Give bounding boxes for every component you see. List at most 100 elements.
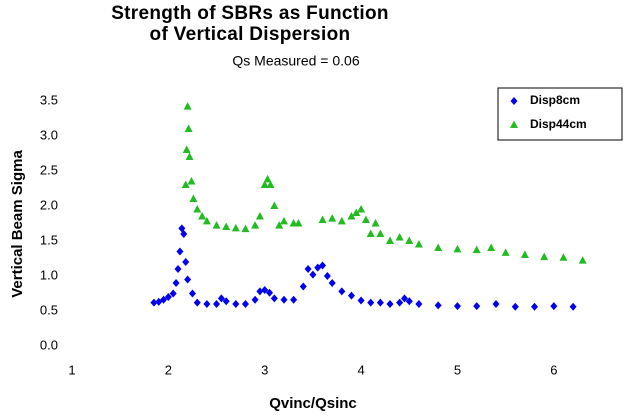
triangle-marker [184, 124, 193, 132]
triangle-marker [366, 229, 375, 237]
legend-marker [510, 120, 518, 128]
diamond-marker [160, 295, 168, 304]
y-tick-label: 0.5 [40, 302, 58, 317]
diamond-marker [150, 298, 158, 307]
triangle-marker [472, 245, 481, 254]
triangle-marker [357, 205, 366, 213]
y-tick-label: 1.0 [40, 267, 58, 282]
x-tick-label: 3 [261, 362, 268, 377]
chart-title: Strength of SBRs as Function of Vertical… [111, 3, 389, 45]
triangle-marker [182, 145, 191, 153]
triangle-marker [520, 250, 529, 258]
diamond-marker [338, 287, 346, 296]
triangle-marker [231, 223, 240, 232]
diamond-marker [415, 300, 423, 308]
diamond-marker [357, 296, 365, 305]
diamond-marker [299, 282, 307, 291]
triangle-marker [578, 256, 587, 264]
diamond-marker [400, 294, 408, 303]
diamond-marker [203, 300, 211, 308]
diamond-marker [188, 289, 196, 298]
y-axis-label: Vertical Beam Sigma [9, 150, 26, 298]
diamond-marker [531, 302, 539, 311]
triangle-marker [270, 201, 279, 209]
diamond-marker [176, 247, 184, 256]
triangle-marker [386, 236, 394, 244]
diamond-marker [241, 300, 249, 308]
triangle-marker [414, 240, 423, 248]
triangle-marker [189, 194, 198, 202]
diamond-marker [213, 300, 221, 308]
chart-subtitle: Qs Measured = 0.06 [232, 53, 359, 69]
diamond-marker [511, 302, 519, 311]
diamond-marker [182, 258, 190, 266]
triangle-marker [251, 221, 260, 229]
triangle-marker [352, 208, 361, 216]
triangle-marker [395, 233, 404, 241]
diamond-marker [184, 275, 192, 284]
y-tick-label: 3.0 [40, 127, 58, 142]
y-tick-label: 2.0 [40, 197, 58, 212]
triangle-marker [263, 174, 272, 183]
diamond-marker [304, 265, 312, 273]
diamond-marker [434, 301, 442, 310]
diamond-marker [256, 287, 264, 296]
diamond-marker [386, 300, 394, 308]
diamond-marker [290, 295, 298, 304]
diamond-marker [180, 230, 188, 238]
diamond-marker [270, 294, 278, 303]
triangle-marker [260, 180, 269, 188]
diamond-marker [453, 302, 461, 311]
diamond-marker [569, 302, 577, 311]
diamond-marker [328, 279, 336, 287]
triangle-marker [434, 243, 443, 251]
triangle-marker [540, 252, 549, 261]
triangle-marker [181, 180, 190, 188]
diamond-marker [492, 300, 500, 308]
triangle-marker [198, 212, 207, 220]
diamond-marker [251, 295, 259, 304]
triangle-marker [212, 221, 221, 229]
x-tick-label: 2 [165, 362, 172, 377]
triangle-marker [318, 215, 327, 223]
legend-label: Disp8cm [530, 93, 580, 107]
y-tick-label: 2.5 [40, 162, 58, 177]
diamond-marker [367, 298, 375, 307]
x-tick-label: 5 [454, 362, 461, 377]
triangle-marker [193, 205, 202, 213]
diamond-marker [222, 297, 230, 306]
diamond-marker [164, 293, 172, 301]
triangle-marker [501, 248, 510, 256]
diamond-marker [396, 298, 404, 307]
triangle-marker [405, 236, 414, 244]
x-tick-label: 4 [357, 362, 364, 377]
x-axis-label: Qvinc/Qsinc [269, 395, 357, 412]
diamond-marker [550, 302, 558, 311]
triangle-marker [559, 253, 568, 261]
y-tick-label: 0.0 [40, 337, 58, 352]
triangle-marker [202, 216, 211, 225]
diamond-marker [261, 286, 269, 294]
diamond-marker [280, 295, 288, 304]
triangle-marker [185, 152, 194, 160]
diamond-marker [266, 288, 274, 297]
legend-label: Disp44cm [530, 117, 587, 131]
y-tick-label: 1.5 [40, 232, 58, 247]
triangle-marker [280, 216, 288, 225]
diamond-marker [347, 291, 355, 300]
triangle-marker [487, 243, 496, 251]
triangle-marker [361, 215, 370, 223]
triangle-marker [187, 177, 196, 185]
diamond-marker [405, 297, 413, 306]
triangle-marker [275, 221, 284, 229]
diamond-marker [174, 265, 182, 273]
diamond-marker [193, 298, 201, 307]
diamond-marker [319, 261, 327, 270]
triangle-marker [222, 222, 231, 230]
diamond-marker [172, 279, 180, 287]
triangle-marker [255, 212, 264, 220]
diamond-marker [217, 294, 225, 303]
diamond-marker [309, 270, 317, 279]
